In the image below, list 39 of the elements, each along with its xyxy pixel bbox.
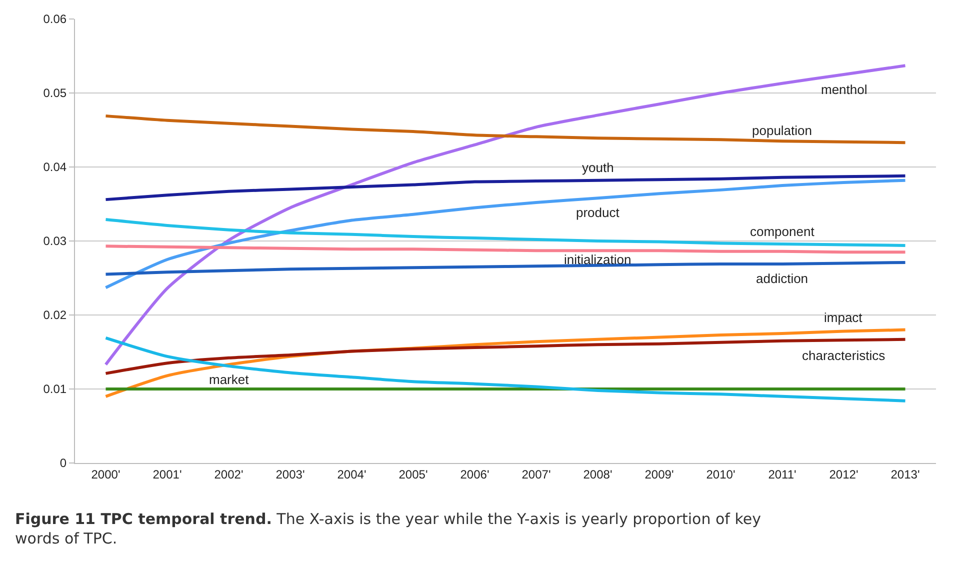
y-tick-label: 0.03 xyxy=(43,234,67,248)
x-tick-label: 2005' xyxy=(398,467,428,482)
line-series xyxy=(104,178,907,290)
x-tick-label: 2003' xyxy=(276,467,305,482)
series-label: characteristics xyxy=(802,348,886,363)
series-label: initialization xyxy=(564,252,632,267)
text: Figure 11 TPC temporal trend. The X-axis is the year while the Y-axis is yearly proportion of key words of TPC. xyxy=(15,510,761,548)
series-label: population xyxy=(752,123,812,138)
series-label: impact xyxy=(824,310,863,325)
y-tick-label: 0.06 xyxy=(43,12,67,26)
line-series xyxy=(104,336,907,402)
x-tick-label: 2009' xyxy=(644,467,674,482)
line-series xyxy=(104,64,907,366)
series-label: market xyxy=(209,372,250,387)
series-label: addiction xyxy=(756,271,808,286)
x-tick-label: 2004' xyxy=(337,467,366,482)
series-label: menthol xyxy=(821,82,868,97)
x-tick-label: 2013' xyxy=(890,467,920,482)
line-series xyxy=(104,338,907,375)
x-tick-label: 2011' xyxy=(768,467,796,482)
x-tick-label: 2008' xyxy=(583,467,612,482)
x-tick-label: 2006' xyxy=(460,467,490,482)
line-series xyxy=(104,218,907,247)
line-series xyxy=(104,174,907,202)
y-tick-label: 0.02 xyxy=(43,308,67,322)
x-tick-label: 2002' xyxy=(214,467,244,482)
x-tick-label: 2010' xyxy=(706,467,736,482)
x-tick-label: 2000' xyxy=(91,467,120,482)
y-tick-label: 0 xyxy=(60,456,67,470)
series-label: product xyxy=(576,205,620,220)
x-tick-label: 2001' xyxy=(152,467,182,482)
y-tick-label: 0.05 xyxy=(43,86,67,100)
y-tick-label: 0.01 xyxy=(43,382,67,396)
series-label: youth xyxy=(582,160,614,175)
x-tick-label: 2012' xyxy=(829,467,858,482)
series-label: component xyxy=(750,224,815,239)
y-tick-label: 0.04 xyxy=(43,160,67,174)
line-series xyxy=(104,114,907,144)
x-tick-label: 2007' xyxy=(522,467,551,482)
